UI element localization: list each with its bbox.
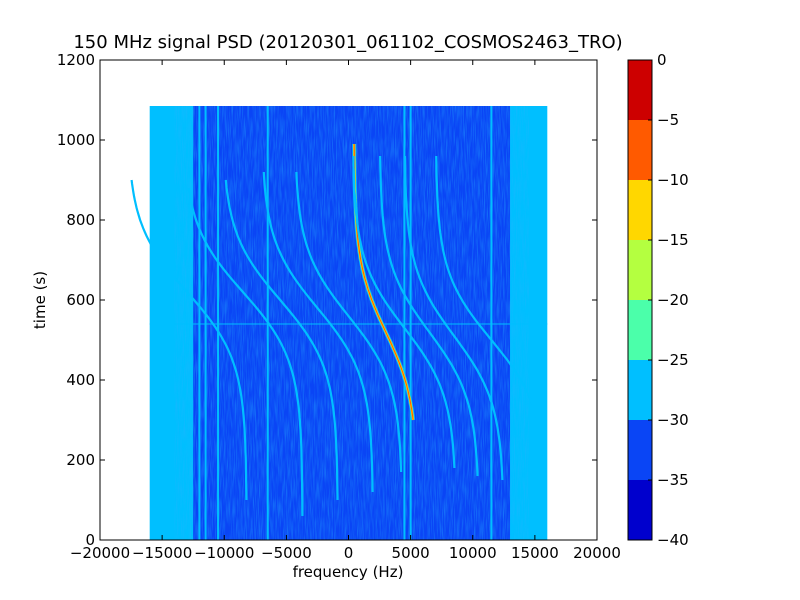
y-tick-label: 600: [66, 291, 95, 309]
y-tick-label: 1200: [57, 51, 95, 69]
y-axis-label: time (s): [31, 271, 49, 329]
colorbar-segment: [628, 180, 652, 240]
colorbar-segment: [628, 420, 652, 480]
colorbar-tick-label: 0: [657, 51, 667, 69]
y-tick-label: 400: [66, 371, 95, 389]
colorbar-tick-label: −15: [657, 231, 689, 249]
x-tick-label: −15000: [132, 544, 192, 562]
y-tick-label: 0: [85, 531, 95, 549]
signal-curve: [187, 187, 304, 517]
signal-curve: [295, 171, 403, 473]
signal-curve: [435, 155, 547, 481]
x-tick-label: 10000: [449, 544, 497, 562]
x-tick-label: −5000: [261, 544, 312, 562]
y-tick-label: 200: [66, 451, 95, 469]
x-tick-label: −20000: [70, 544, 130, 562]
colorbar-segment: [628, 120, 652, 180]
signal-curve: [379, 155, 479, 477]
chart-title: 150 MHz signal PSD (20120301_061102_COSM…: [73, 32, 622, 53]
y-tick-label: 1000: [57, 131, 95, 149]
colorbar-segment: [628, 60, 652, 120]
colorbar: 0 −5 −10 −15 −20 −25 −30 −35 −40: [627, 51, 689, 549]
colorbar-tick-label: −10: [657, 171, 689, 189]
colorbar-tick-label: −20: [657, 291, 689, 309]
x-tick-label: −10000: [194, 544, 254, 562]
y-axis-ticks: 0 200 400 600 800 1000 1200: [57, 51, 597, 549]
x-tick-label: 15000: [511, 544, 559, 562]
colorbar-tick-label: −35: [657, 471, 689, 489]
colorbar-segment: [628, 240, 652, 300]
plot-area: −20000 −15000 −10000 −5000 0 5000 10000 15000 20…: [57, 51, 621, 562]
y-tick-label: 800: [66, 211, 95, 229]
colorbar-tick-label: −30: [657, 411, 689, 429]
signal-curve: [224, 179, 339, 500]
colorbar-tick-label: −25: [657, 351, 689, 369]
colorbar-tick-label: −40: [657, 531, 689, 549]
x-axis-ticks: −20000 −15000 −10000 −5000 0 5000 10000 15000 20…: [70, 60, 621, 562]
signal-curve: [262, 171, 374, 493]
colorbar-tick-label: −5: [657, 111, 679, 129]
signal-curve: [130, 179, 248, 501]
noise-texture: [174, 106, 529, 540]
x-tick-label: 0: [344, 544, 354, 562]
x-tick-label: 20000: [573, 544, 621, 562]
signal-curve: [352, 155, 456, 469]
colorbar-segment: [628, 300, 652, 360]
colorbar-segment: [628, 480, 652, 540]
x-axis-label: frequency (Hz): [293, 563, 404, 581]
signal-curve: [403, 155, 504, 481]
x-tick-label: 5000: [392, 544, 430, 562]
colorbar-segment: [628, 360, 652, 420]
heatmap: [130, 106, 548, 540]
